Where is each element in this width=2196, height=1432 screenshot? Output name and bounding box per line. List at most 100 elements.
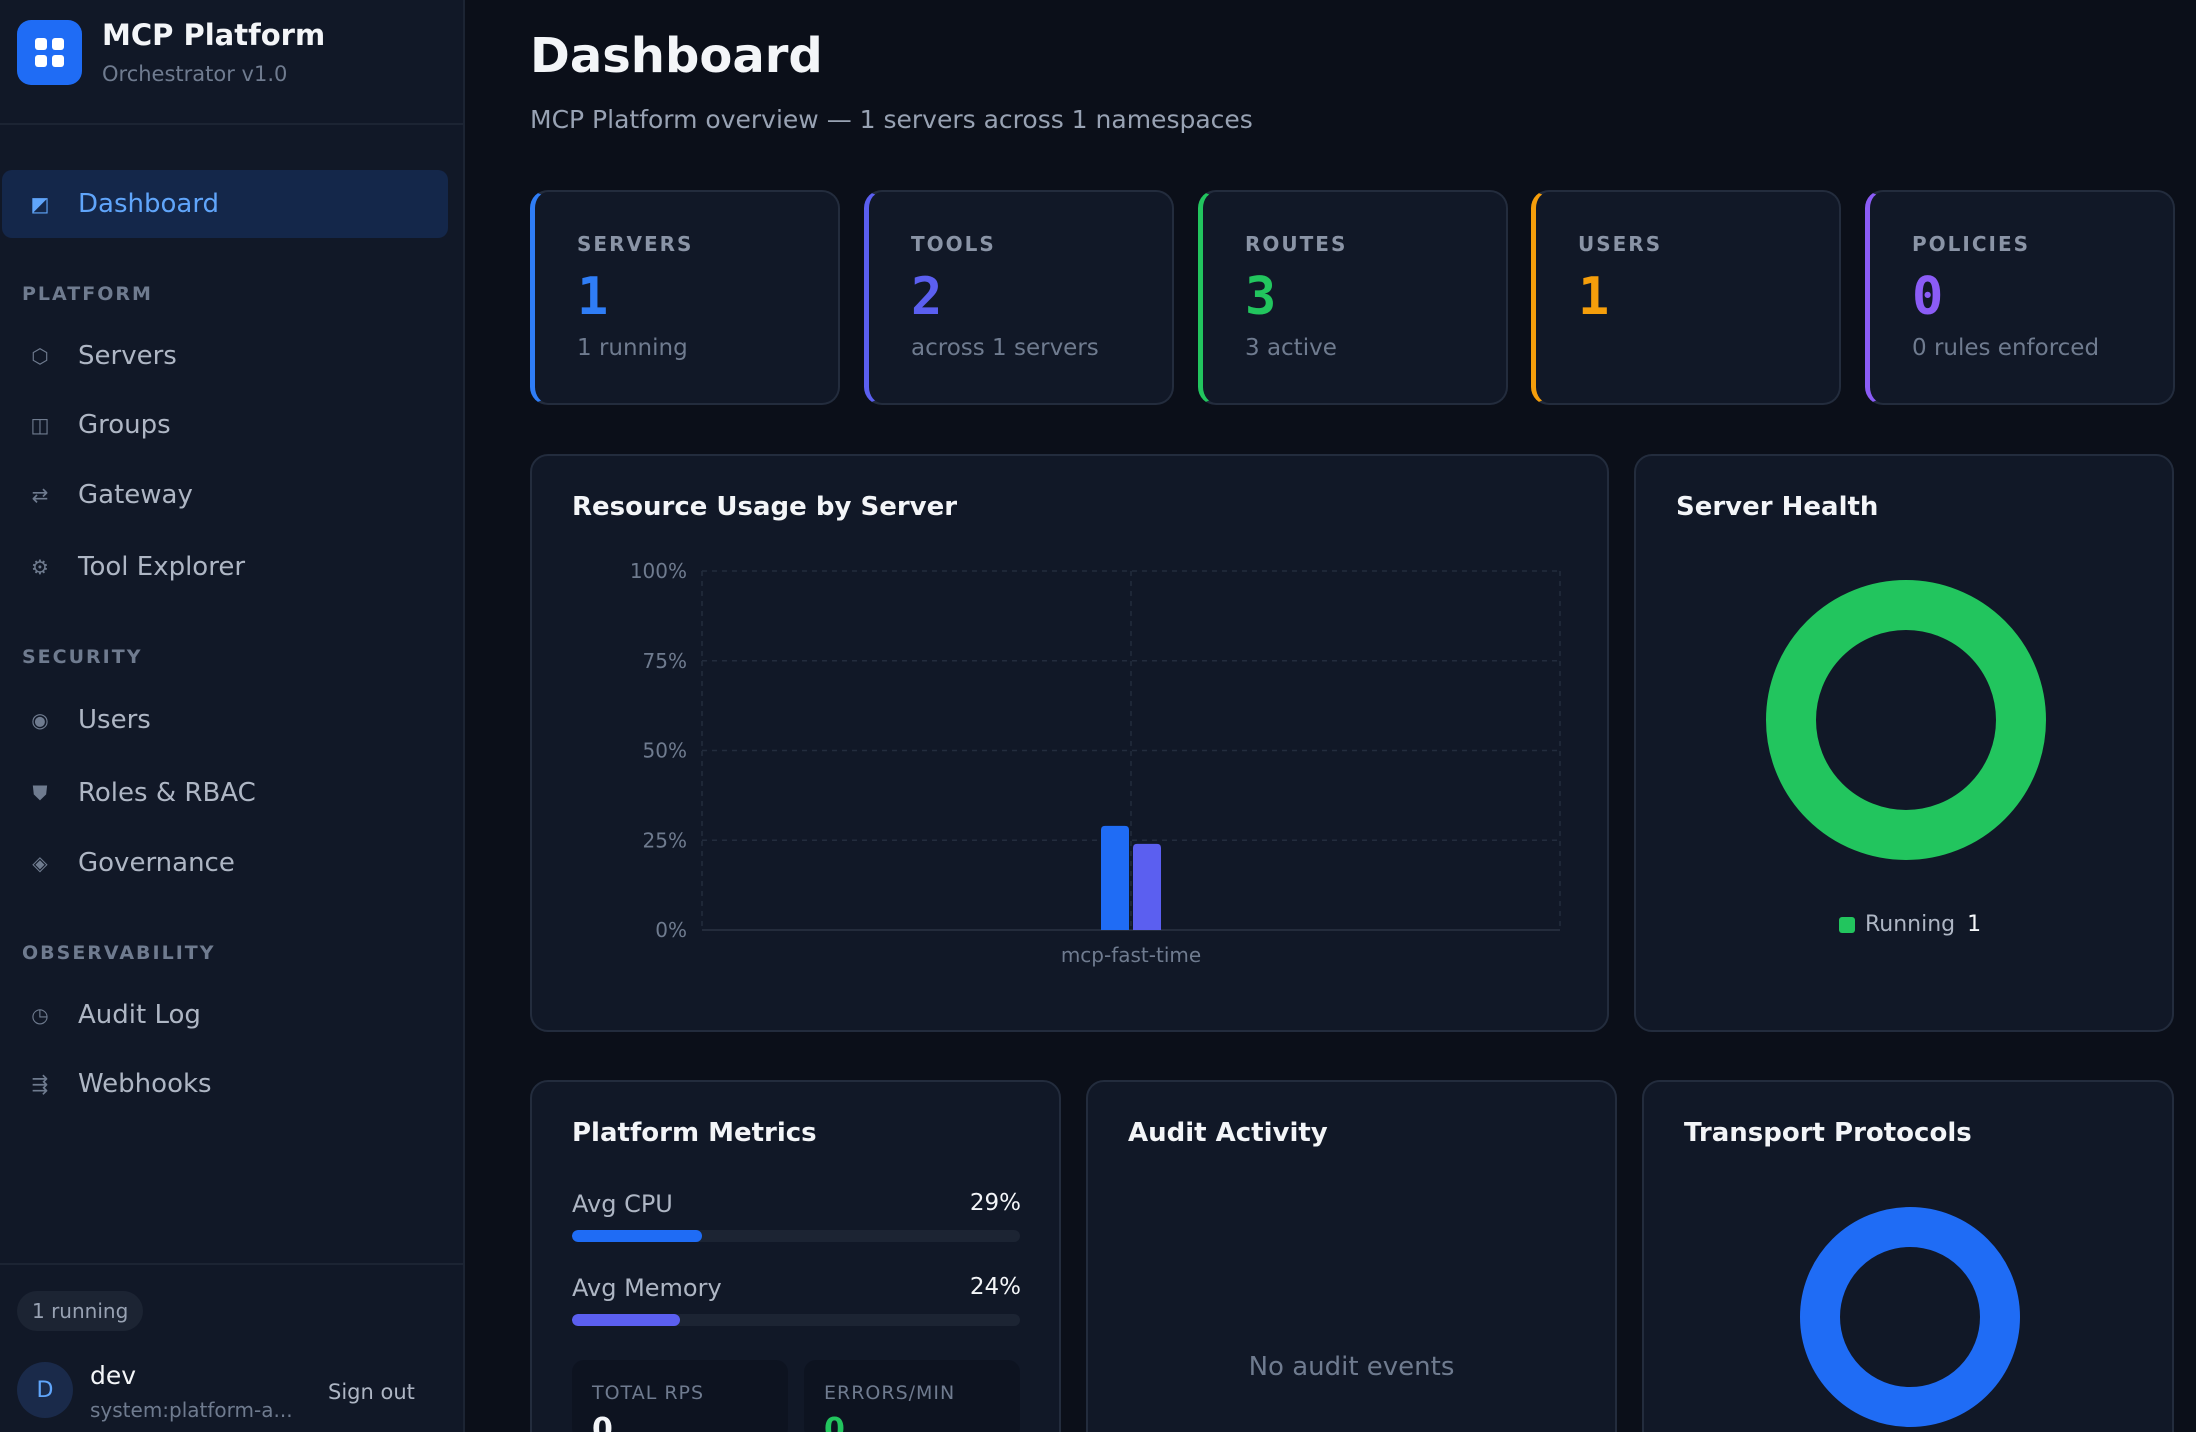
stat-value: 0 xyxy=(1912,267,1944,327)
app-logo-icon[interactable] xyxy=(17,20,82,85)
user-circle-icon: ◉ xyxy=(31,708,49,732)
transport-protocols-card: Transport Protocols xyxy=(1642,1080,2174,1432)
stat-card-policies[interactable]: POLICIES 0 0 rules enforced xyxy=(1865,190,2175,405)
server-health-chart xyxy=(1766,580,2046,860)
transport-protocols-chart xyxy=(1800,1207,2020,1427)
stat-card-routes[interactable]: ROUTES 3 3 active xyxy=(1198,190,1508,405)
x-tick-label: mcp-fast-time xyxy=(1061,943,1201,967)
errors-per-min-value: 0 xyxy=(824,1412,845,1432)
status-badge: 1 running xyxy=(17,1291,144,1331)
stat-label: ROUTES xyxy=(1245,232,1348,256)
avg-cpu-bar xyxy=(572,1230,1020,1242)
server-health-card: Server Health xyxy=(1634,454,2174,1032)
sidebar-item-label: Governance xyxy=(78,848,235,878)
legend-label: Running xyxy=(1865,912,1956,937)
stat-card-servers[interactable]: SERVERS 1 1 running xyxy=(530,190,840,405)
stat-value: 1 xyxy=(577,267,609,327)
hexagon-icon: ⬡ xyxy=(31,344,49,368)
avg-cpu-bar-fill xyxy=(572,1230,702,1242)
sidebar-item-dashboard[interactable]: ◩ Dashboard xyxy=(2,170,448,238)
sidebar-item-label: Servers xyxy=(78,341,177,371)
sign-out-button[interactable]: Sign out xyxy=(328,1380,415,1404)
sidebar-item-roles[interactable]: ⛊ Roles & RBAC xyxy=(2,759,448,827)
avg-memory-bar xyxy=(572,1314,1020,1326)
sidebar-item-servers[interactable]: ⬡ Servers xyxy=(2,322,448,390)
sidebar-item-tool-explorer[interactable]: ⚙ Tool Explorer xyxy=(2,533,448,601)
card-title: Audit Activity xyxy=(1128,1118,1328,1148)
arrows-icon: ⇄ xyxy=(31,483,49,507)
stat-sub: 1 running xyxy=(577,335,688,361)
stat-card-users[interactable]: USERS 1 xyxy=(1531,190,1841,405)
health-slice[interactable] xyxy=(1766,580,2046,860)
clock-icon: ◷ xyxy=(31,1003,49,1027)
sidebar-item-governance[interactable]: ◈ Governance xyxy=(2,829,448,897)
nav-section-observability: OBSERVABILITY xyxy=(22,942,216,964)
avatar[interactable]: D xyxy=(17,1362,73,1418)
stat-sub: 0 rules enforced xyxy=(1912,335,2100,361)
card-title: Server Health xyxy=(1676,492,1879,522)
avg-memory-value: 24% xyxy=(969,1274,1021,1300)
sidebar-item-label: Webhooks xyxy=(78,1069,212,1099)
sidebar-item-webhooks[interactable]: ⇶ Webhooks xyxy=(2,1050,448,1118)
legend-count: 1 xyxy=(1967,912,1982,937)
chart-bar[interactable] xyxy=(1133,843,1161,930)
stat-value: 3 xyxy=(1245,267,1277,327)
resource-usage-card: Resource Usage by Server 0% 25% 50% 75% 100%… xyxy=(530,454,1609,1032)
nav-section-security: SECURITY xyxy=(22,646,143,668)
errors-per-min-label: ERRORS/MIN xyxy=(824,1382,956,1404)
stat-card-tools[interactable]: TOOLS 2 across 1 servers xyxy=(864,190,1174,405)
avg-memory-bar-fill xyxy=(572,1314,680,1326)
user-identity: system:platform-a... xyxy=(90,1398,293,1422)
stat-label: USERS xyxy=(1578,232,1663,256)
page-subtitle: MCP Platform overview — 1 servers across… xyxy=(530,105,1253,134)
avg-cpu-value: 29% xyxy=(969,1190,1021,1216)
empty-state: No audit events xyxy=(1248,1352,1455,1382)
y-tick-label: 50% xyxy=(643,739,687,763)
y-tick-label: 100% xyxy=(630,559,687,583)
sidebar-item-label: Dashboard xyxy=(78,189,220,219)
y-tick-label: 0% xyxy=(655,918,687,942)
stat-label: TOOLS xyxy=(911,232,996,256)
chart-bar[interactable] xyxy=(1101,825,1129,930)
app-version: Orchestrator v1.0 xyxy=(102,62,288,86)
diamond-icon: ◈ xyxy=(32,851,48,875)
card-title: Platform Metrics xyxy=(572,1118,817,1148)
sidebar-item-audit-log[interactable]: ◷ Audit Log xyxy=(2,981,448,1049)
sidebar-item-label: Groups xyxy=(78,410,171,440)
sidebar-item-label: Tool Explorer xyxy=(78,552,246,582)
sidebar-item-groups[interactable]: ◫ Groups xyxy=(2,391,448,459)
nav-section-platform: PLATFORM xyxy=(22,283,153,305)
sidebar-item-users[interactable]: ◉ Users xyxy=(2,686,448,754)
page-title: Dashboard xyxy=(530,28,823,84)
sidebar-item-gateway[interactable]: ⇄ Gateway xyxy=(2,461,448,529)
sidebar-item-label: Roles & RBAC xyxy=(78,778,256,808)
app-title: MCP Platform xyxy=(102,18,326,52)
audit-activity-card: Audit Activity No audit events xyxy=(1086,1080,1617,1432)
platform-metrics-card: Platform Metrics Avg CPU 29% Avg Memory … xyxy=(530,1080,1061,1432)
gear-icon: ⚙ xyxy=(31,555,49,579)
avg-memory-label: Avg Memory xyxy=(572,1274,722,1302)
sidebar-item-label: Audit Log xyxy=(78,1000,201,1030)
total-rps-tile: TOTAL RPS 0 xyxy=(572,1360,788,1432)
y-tick-label: 75% xyxy=(643,649,687,673)
y-tick-label: 25% xyxy=(643,828,687,852)
sidebar-item-label: Users xyxy=(78,705,151,735)
resource-usage-chart: 0% 25% 50% 75% 100% mcp-fast-time xyxy=(630,559,1561,967)
transport-slice[interactable] xyxy=(1800,1207,2020,1427)
total-rps-value: 0 xyxy=(592,1412,613,1432)
stat-value: 1 xyxy=(1578,267,1610,327)
sidebar-footer: 1 running D dev system:platform-a... Sig… xyxy=(0,1263,463,1432)
stat-sub: 3 active xyxy=(1245,335,1337,361)
stat-label: POLICIES xyxy=(1912,232,2031,256)
shield-icon: ⛊ xyxy=(32,781,48,805)
card-title: Transport Protocols xyxy=(1684,1118,1972,1148)
errors-per-min-tile: ERRORS/MIN 0 xyxy=(804,1360,1020,1432)
avg-cpu-label: Avg CPU xyxy=(572,1190,673,1218)
webhook-icon: ⇶ xyxy=(31,1072,49,1096)
health-legend: Running 1 xyxy=(1839,912,1981,937)
columns-icon: ◫ xyxy=(30,413,50,437)
sidebar: MCP Platform Orchestrator v1.0 ◩ Dashboa… xyxy=(0,0,465,1432)
user-name: dev xyxy=(90,1361,137,1390)
stat-label: SERVERS xyxy=(577,232,694,256)
legend-swatch xyxy=(1839,916,1855,933)
